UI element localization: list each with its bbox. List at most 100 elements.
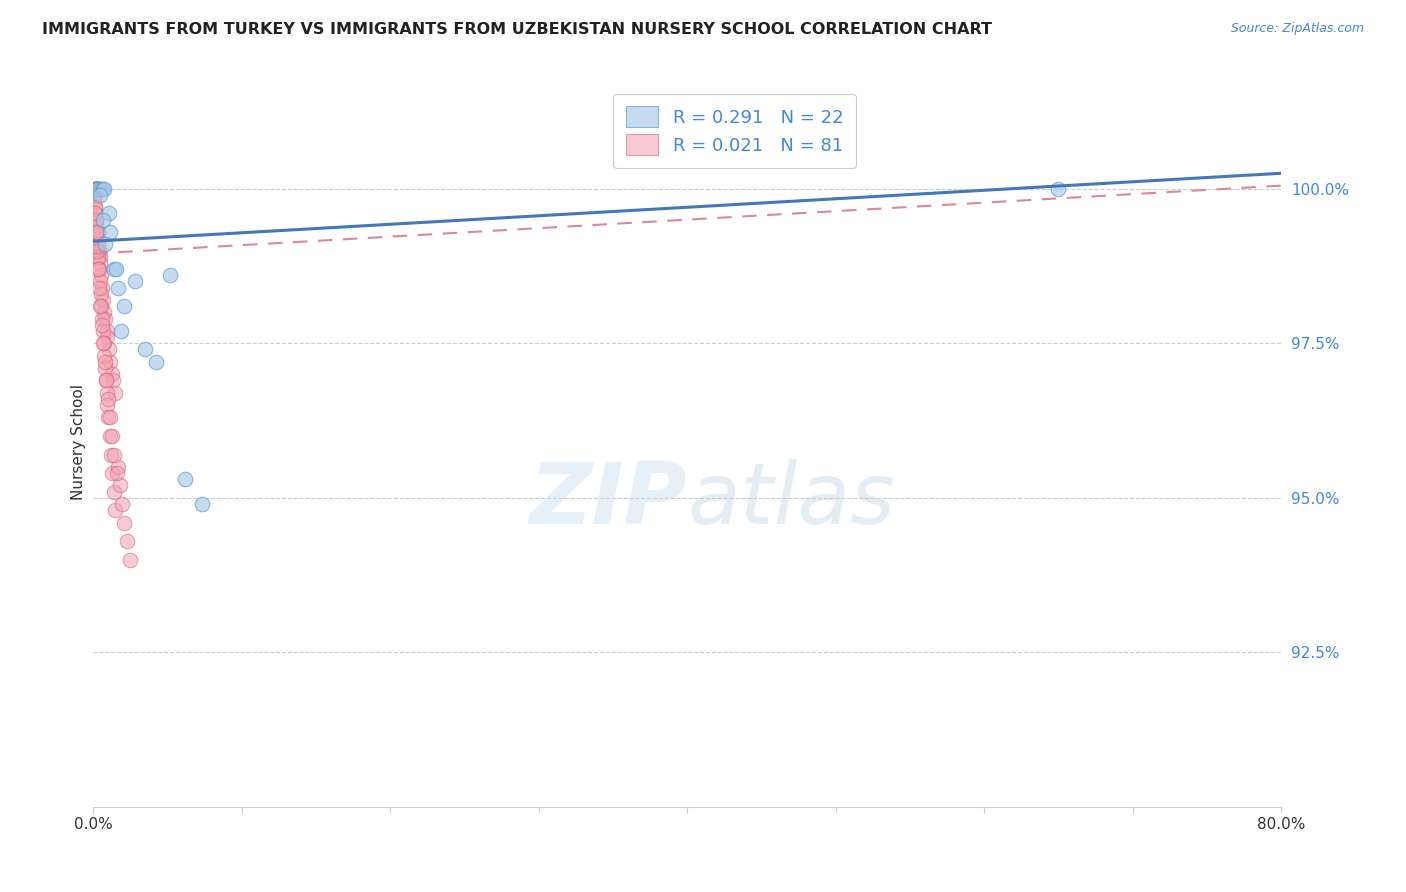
Point — [111, 497, 134, 511]
Point — [97, 410, 120, 425]
Point — [145, 355, 167, 369]
Text: IMMIGRANTS FROM TURKEY VS IMMIGRANTS FROM UZBEKISTAN NURSERY SCHOOL CORRELATION : IMMIGRANTS FROM TURKEY VS IMMIGRANTS FRO… — [42, 22, 993, 37]
Point — [87, 182, 110, 196]
Point — [103, 484, 125, 499]
Point — [86, 237, 108, 252]
Point — [96, 373, 118, 387]
Point — [112, 299, 135, 313]
Point — [89, 188, 111, 202]
Point — [105, 466, 128, 480]
Point — [87, 237, 110, 252]
Point — [1047, 182, 1070, 196]
Point — [91, 311, 114, 326]
Point — [84, 212, 107, 227]
Point — [89, 275, 111, 289]
Point — [100, 368, 122, 382]
Point — [89, 182, 111, 196]
Y-axis label: Nursery School: Nursery School — [72, 384, 86, 500]
Text: atlas: atlas — [688, 459, 896, 542]
Point — [96, 330, 118, 344]
Point — [103, 262, 125, 277]
Point — [91, 293, 114, 307]
Text: Source: ZipAtlas.com: Source: ZipAtlas.com — [1230, 22, 1364, 36]
Point — [124, 275, 146, 289]
Point — [86, 182, 108, 196]
Point — [100, 448, 122, 462]
Point — [134, 343, 156, 357]
Point — [120, 552, 142, 566]
Point — [105, 262, 128, 277]
Point — [84, 182, 107, 196]
Point — [87, 244, 110, 258]
Point — [107, 459, 129, 474]
Point — [93, 182, 115, 196]
Point — [87, 182, 110, 196]
Point — [108, 478, 131, 492]
Point — [90, 286, 112, 301]
Point — [159, 268, 181, 283]
Point — [84, 206, 107, 220]
Point — [89, 256, 111, 270]
Point — [98, 429, 121, 443]
Point — [90, 318, 112, 332]
Point — [94, 237, 117, 252]
Point — [93, 305, 115, 319]
Legend: R = 0.291   N = 22, R = 0.021   N = 81: R = 0.291 N = 22, R = 0.021 N = 81 — [613, 94, 856, 168]
Point — [98, 355, 121, 369]
Point — [96, 385, 118, 400]
Point — [87, 250, 110, 264]
Point — [86, 225, 108, 239]
Point — [94, 311, 117, 326]
Point — [84, 200, 107, 214]
Point — [84, 206, 107, 220]
Point — [104, 385, 127, 400]
Point — [97, 343, 120, 357]
Point — [90, 268, 112, 283]
Point — [98, 410, 121, 425]
Point — [174, 472, 197, 486]
Point — [97, 392, 120, 406]
Point — [86, 219, 108, 233]
Point — [87, 182, 110, 196]
Point — [103, 373, 125, 387]
Point — [84, 200, 107, 214]
Point — [104, 503, 127, 517]
Point — [86, 244, 108, 258]
Point — [97, 206, 120, 220]
Point — [87, 262, 110, 277]
Point — [86, 182, 108, 196]
Point — [89, 262, 111, 277]
Point — [89, 250, 111, 264]
Point — [84, 182, 107, 196]
Point — [91, 324, 114, 338]
Point — [96, 398, 118, 412]
Point — [84, 225, 107, 239]
Point — [89, 244, 111, 258]
Point — [84, 212, 107, 227]
Point — [89, 299, 111, 313]
Point — [86, 231, 108, 245]
Point — [190, 497, 212, 511]
Point — [83, 188, 105, 202]
Point — [86, 182, 108, 196]
Point — [94, 361, 117, 376]
Point — [83, 194, 105, 208]
Point — [96, 324, 118, 338]
Point — [93, 349, 115, 363]
Point — [83, 182, 105, 196]
Point — [91, 212, 114, 227]
Point — [90, 182, 112, 196]
Point — [91, 182, 114, 196]
Point — [91, 336, 114, 351]
Point — [101, 466, 124, 480]
Point — [94, 355, 117, 369]
Point — [87, 182, 110, 196]
Point — [103, 448, 125, 462]
Point — [91, 280, 114, 294]
Point — [98, 225, 121, 239]
Point — [86, 225, 108, 239]
Text: ZIP: ZIP — [530, 459, 688, 542]
Point — [117, 534, 139, 549]
Point — [84, 182, 107, 196]
Point — [100, 429, 122, 443]
